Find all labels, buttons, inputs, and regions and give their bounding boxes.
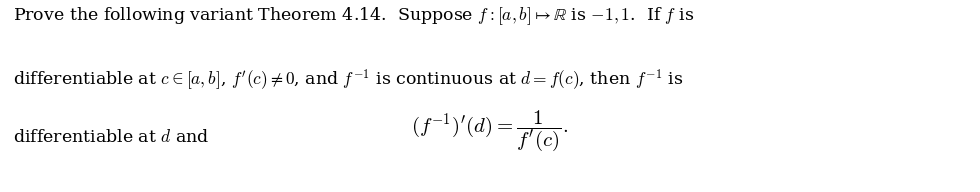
Text: Prove the following variant Theorem 4.14.  Suppose $f : [a, b] \mapsto \mathbb{R: Prove the following variant Theorem 4.14… <box>13 6 695 27</box>
Text: differentiable at $c \in [a, b]$, $f'(c) \neq 0$, and $f^{-1}$ is continuous at : differentiable at $c \in [a, b]$, $f'(c)… <box>13 67 683 92</box>
Text: differentiable at $d$ and: differentiable at $d$ and <box>13 129 210 146</box>
Text: $(f^{-1})'(d) = \dfrac{1}{f'(c)}.$: $(f^{-1})'(d) = \dfrac{1}{f'(c)}.$ <box>412 109 568 154</box>
